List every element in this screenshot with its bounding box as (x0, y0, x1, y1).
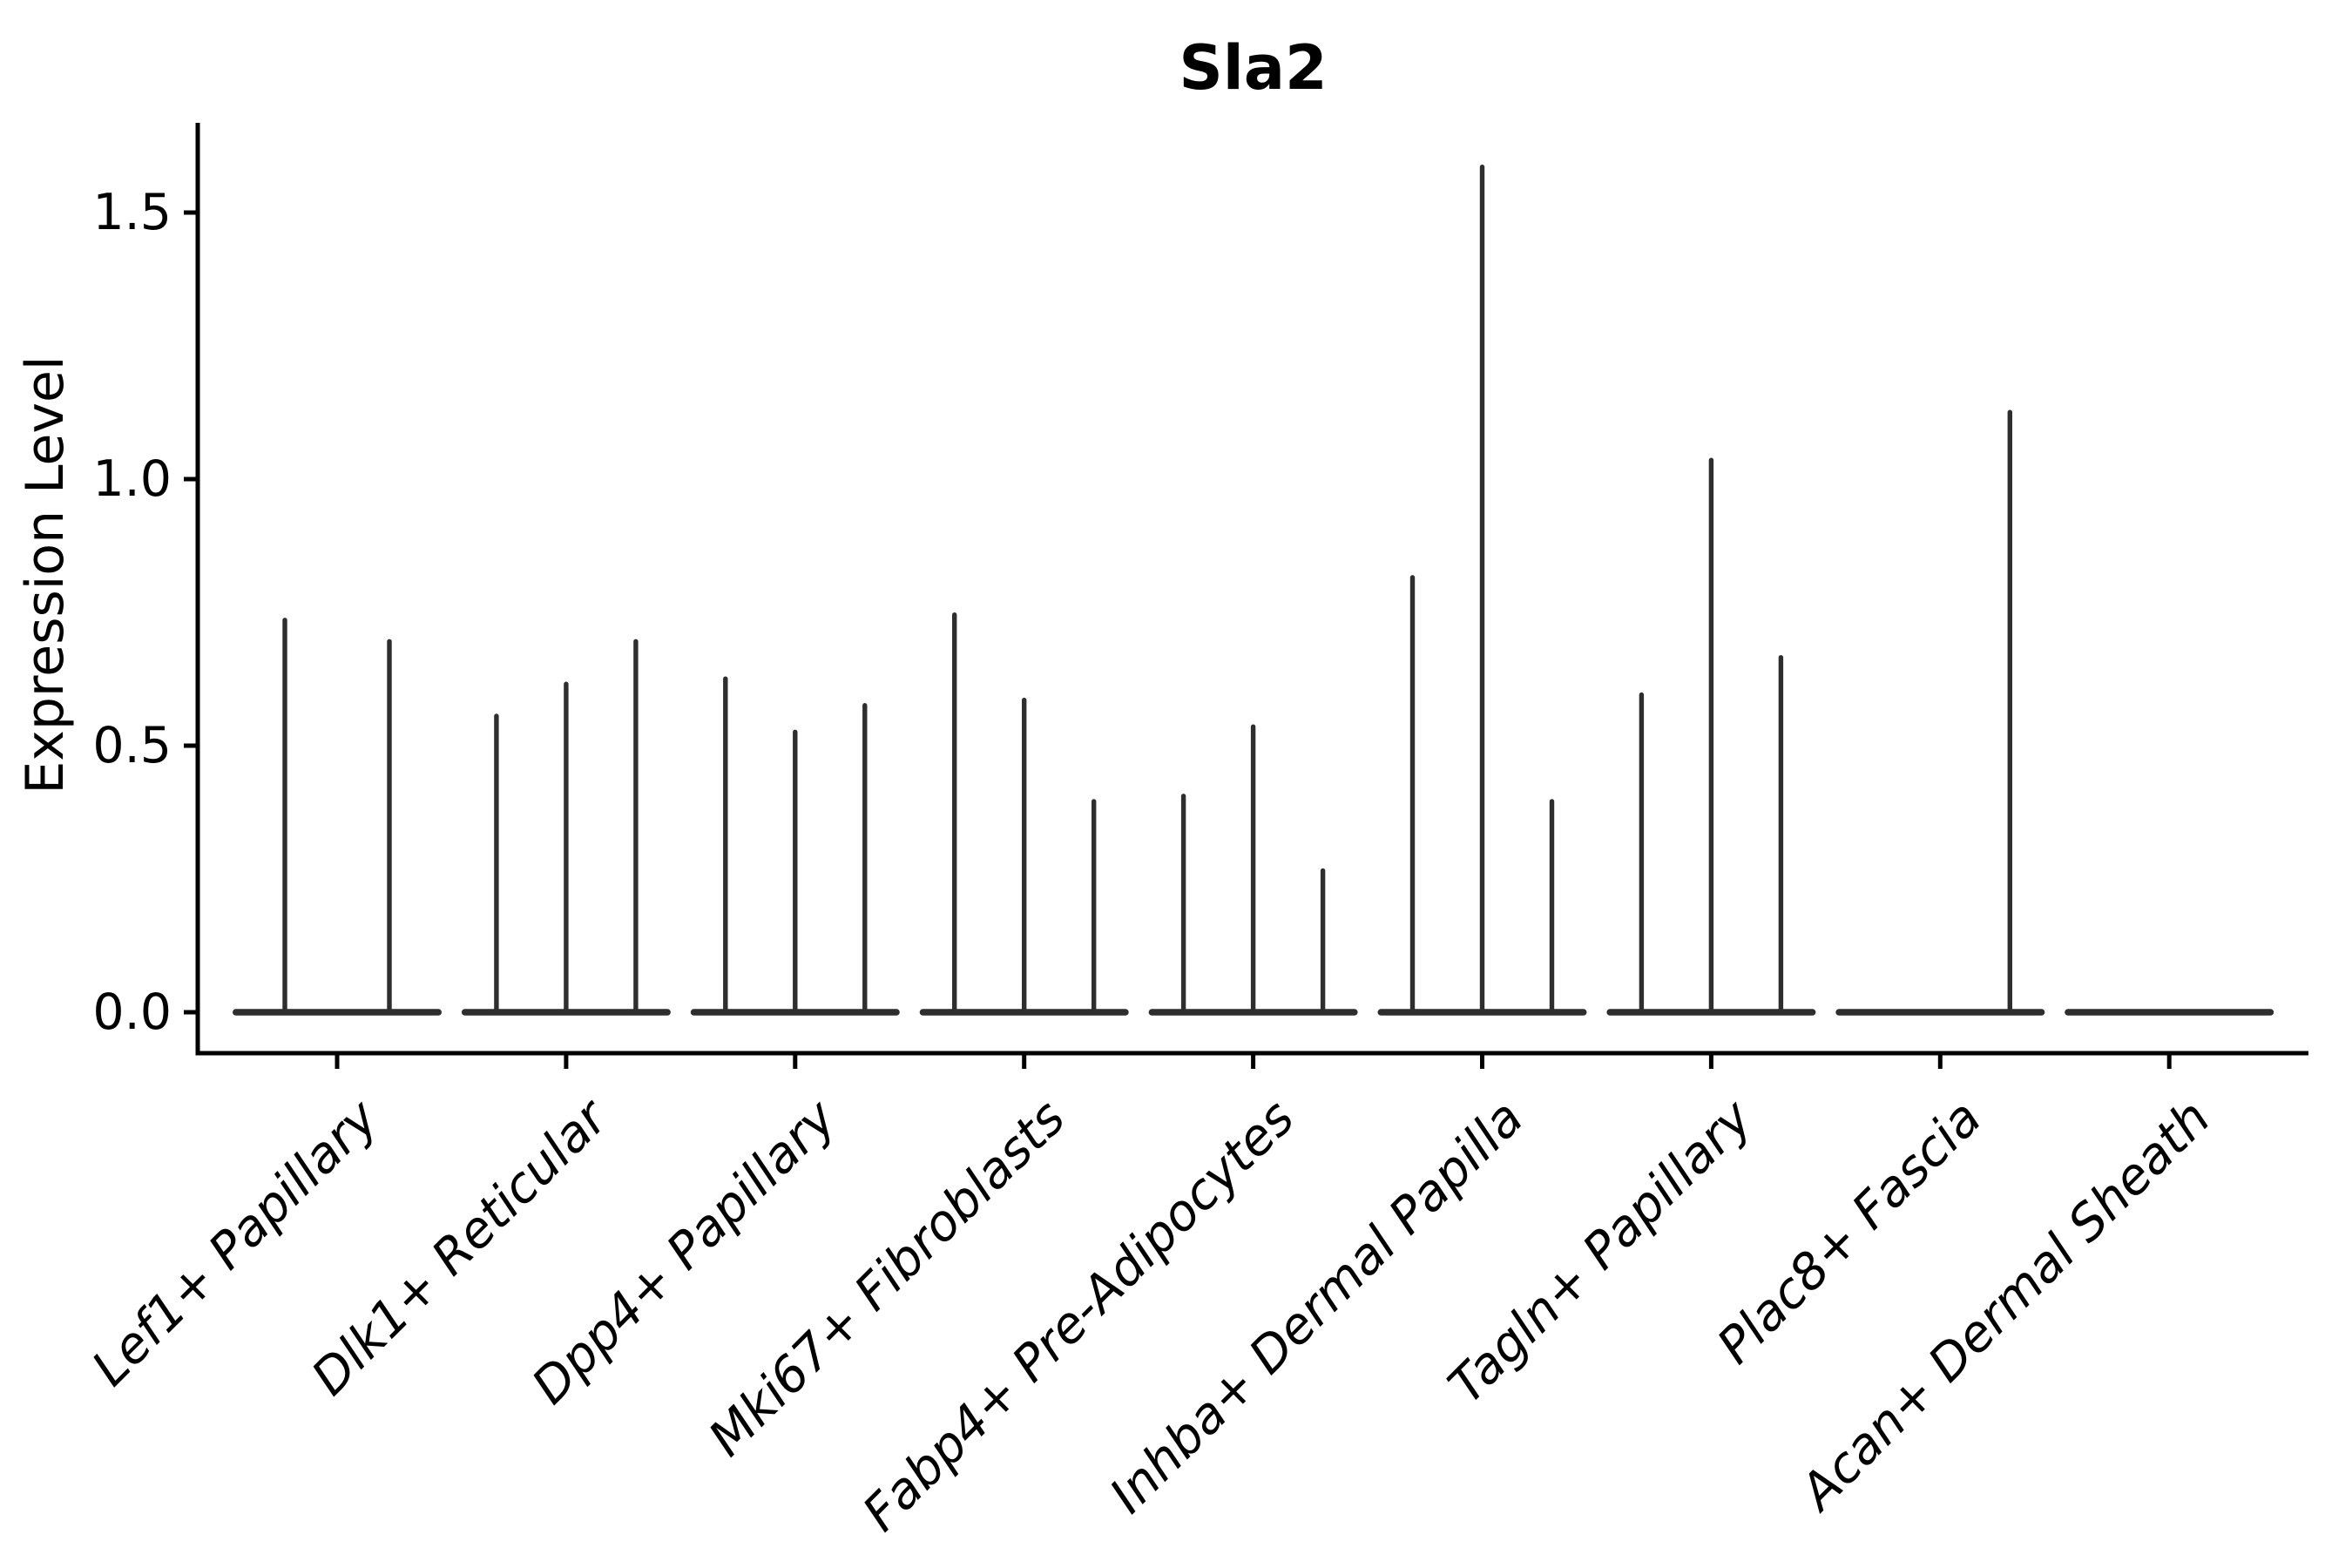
y-tick-label: 1.0 (92, 450, 172, 508)
chart-title: Sla2 (1179, 32, 1327, 104)
y-tick-label: 0.5 (92, 717, 172, 774)
y-tick-label: 1.5 (92, 184, 172, 241)
axis-spines (195, 123, 2308, 1056)
violin-base (2065, 1009, 2274, 1016)
violin-base (1835, 1009, 2045, 1016)
y-axis-label: Expression Level (15, 355, 76, 794)
violin-base (233, 1009, 442, 1016)
y-tick-label: 0.0 (92, 983, 172, 1041)
